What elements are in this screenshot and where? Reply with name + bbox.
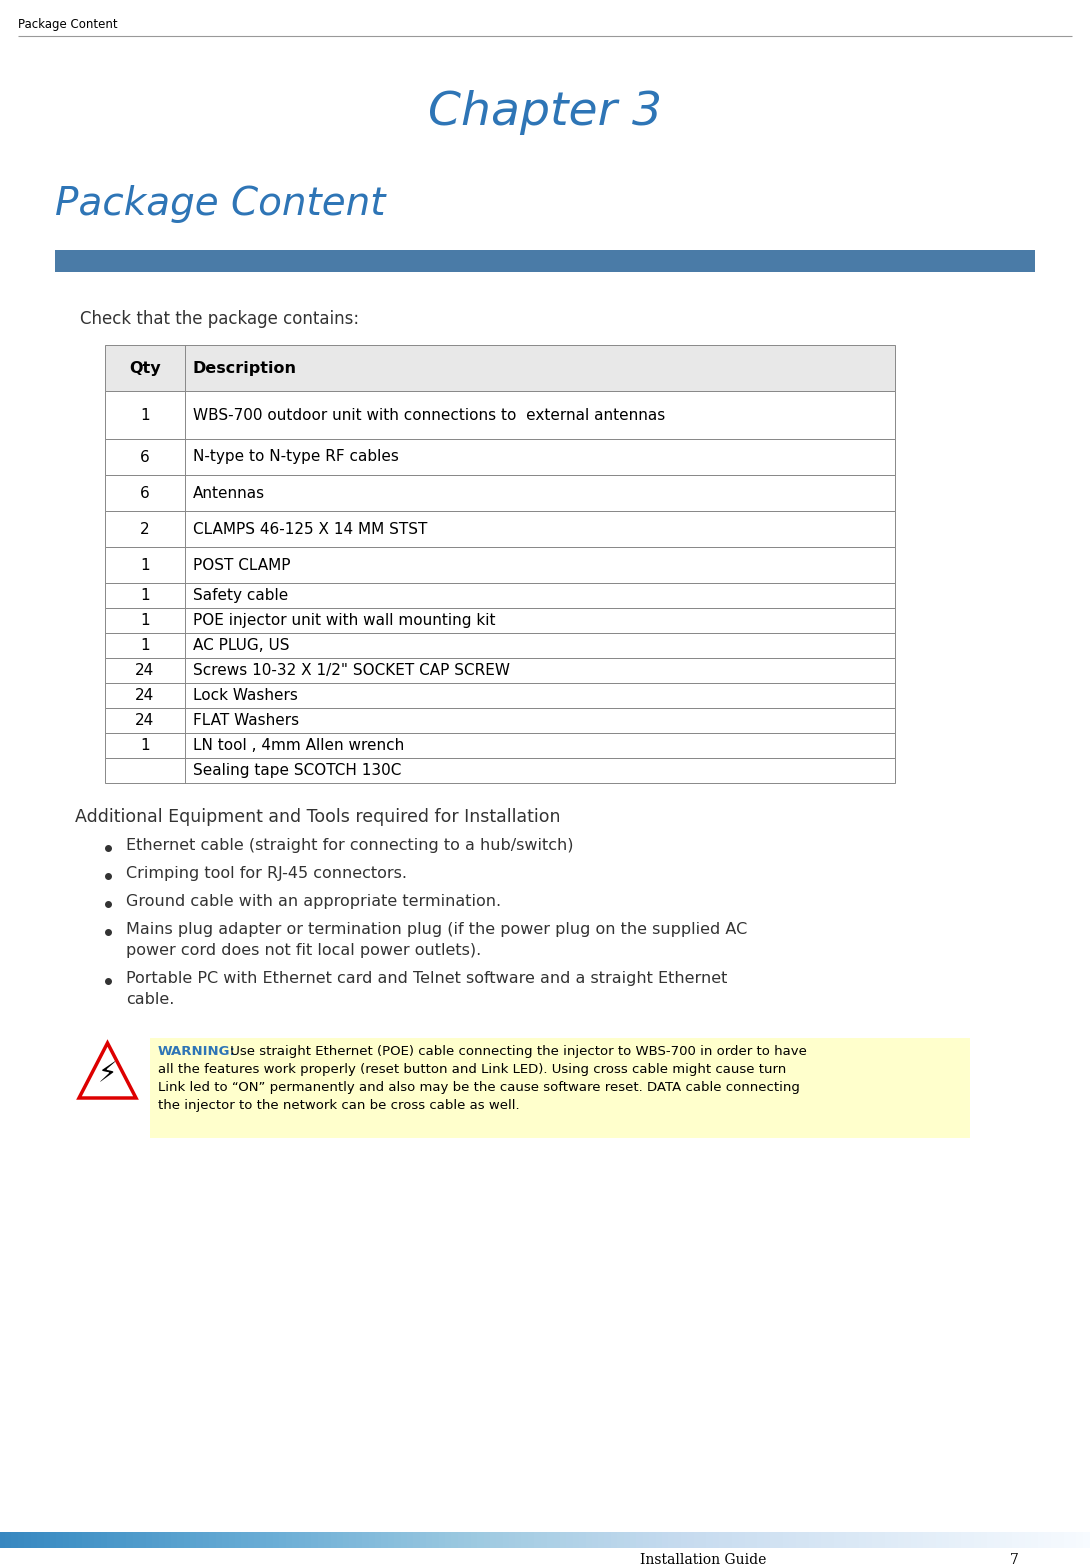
Text: 6: 6 xyxy=(141,449,150,465)
Text: power cord does not fit local power outlets).: power cord does not fit local power outl… xyxy=(126,943,482,958)
Bar xyxy=(105,547,895,583)
Text: AC PLUG, US: AC PLUG, US xyxy=(193,637,290,653)
Bar xyxy=(105,733,895,758)
Text: LN tool , 4mm Allen wrench: LN tool , 4mm Allen wrench xyxy=(193,738,404,753)
Text: 24: 24 xyxy=(135,687,155,703)
Text: POST CLAMP: POST CLAMP xyxy=(193,557,291,573)
Text: 1: 1 xyxy=(141,557,149,573)
Text: 24: 24 xyxy=(135,662,155,678)
Text: Crimping tool for RJ-45 connectors.: Crimping tool for RJ-45 connectors. xyxy=(126,866,407,882)
Text: FLAT Washers: FLAT Washers xyxy=(193,713,299,728)
Text: Description: Description xyxy=(193,360,296,376)
Bar xyxy=(105,758,895,783)
Bar xyxy=(105,708,895,733)
Text: 7: 7 xyxy=(1010,1553,1019,1566)
Text: 1: 1 xyxy=(141,612,149,628)
Text: Ethernet cable (straight for connecting to a hub/switch): Ethernet cable (straight for connecting … xyxy=(126,838,573,853)
Text: Sealing tape SCOTCH 130C: Sealing tape SCOTCH 130C xyxy=(193,763,401,778)
Bar xyxy=(150,1038,970,1138)
Text: 1: 1 xyxy=(141,587,149,603)
Text: Qty: Qty xyxy=(130,360,161,376)
Bar xyxy=(105,392,895,438)
Text: ⚡: ⚡ xyxy=(98,1060,118,1088)
Text: all the features work properly (reset button and Link LED). Using cross cable mi: all the features work properly (reset bu… xyxy=(158,1063,786,1076)
Text: the injector to the network can be cross cable as well.: the injector to the network can be cross… xyxy=(158,1099,520,1112)
Polygon shape xyxy=(78,1043,136,1098)
Text: WBS-700 outdoor unit with connections to  external antennas: WBS-700 outdoor unit with connections to… xyxy=(193,407,665,423)
Text: 1: 1 xyxy=(141,738,149,753)
Text: Portable PC with Ethernet card and Telnet software and a straight Ethernet: Portable PC with Ethernet card and Telne… xyxy=(126,971,727,987)
Text: Installation Guide: Installation Guide xyxy=(640,1553,766,1566)
Text: N-type to N-type RF cables: N-type to N-type RF cables xyxy=(193,449,399,465)
Text: CLAMPS 46-125 X 14 MM STST: CLAMPS 46-125 X 14 MM STST xyxy=(193,521,427,537)
Text: 2: 2 xyxy=(141,521,149,537)
Bar xyxy=(105,438,895,474)
Text: Package Content: Package Content xyxy=(54,185,386,222)
Text: Screws 10-32 X 1/2" SOCKET CAP SCREW: Screws 10-32 X 1/2" SOCKET CAP SCREW xyxy=(193,662,510,678)
Text: WARNING:: WARNING: xyxy=(158,1045,235,1059)
Text: Package Content: Package Content xyxy=(19,17,118,31)
Text: Lock Washers: Lock Washers xyxy=(193,687,298,703)
Bar xyxy=(105,474,895,511)
Text: Check that the package contains:: Check that the package contains: xyxy=(80,310,359,327)
Text: 6: 6 xyxy=(141,485,150,501)
Text: Link led to “ON” permanently and also may be the cause software reset. DATA cabl: Link led to “ON” permanently and also ma… xyxy=(158,1081,800,1095)
Text: Mains plug adapter or termination plug (if the power plug on the supplied AC: Mains plug adapter or termination plug (… xyxy=(126,922,748,936)
Text: Use straight Ethernet (POE) cable connecting the injector to WBS-700 in order to: Use straight Ethernet (POE) cable connec… xyxy=(226,1045,807,1059)
Text: 1: 1 xyxy=(141,637,149,653)
Bar xyxy=(105,633,895,658)
Text: Antennas: Antennas xyxy=(193,485,265,501)
Text: Ground cable with an appropriate termination.: Ground cable with an appropriate termina… xyxy=(126,894,501,908)
Text: Chapter 3: Chapter 3 xyxy=(428,89,662,135)
Text: Safety cable: Safety cable xyxy=(193,587,288,603)
Bar xyxy=(105,345,895,392)
Bar xyxy=(105,583,895,608)
Text: cable.: cable. xyxy=(126,991,174,1007)
Bar xyxy=(54,251,1036,272)
Text: Additional Equipment and Tools required for Installation: Additional Equipment and Tools required … xyxy=(75,808,560,825)
Bar xyxy=(105,608,895,633)
Bar xyxy=(105,658,895,683)
Text: POE injector unit with wall mounting kit: POE injector unit with wall mounting kit xyxy=(193,612,496,628)
Text: 1: 1 xyxy=(141,407,149,423)
Text: 24: 24 xyxy=(135,713,155,728)
Bar xyxy=(105,683,895,708)
Bar xyxy=(105,511,895,547)
